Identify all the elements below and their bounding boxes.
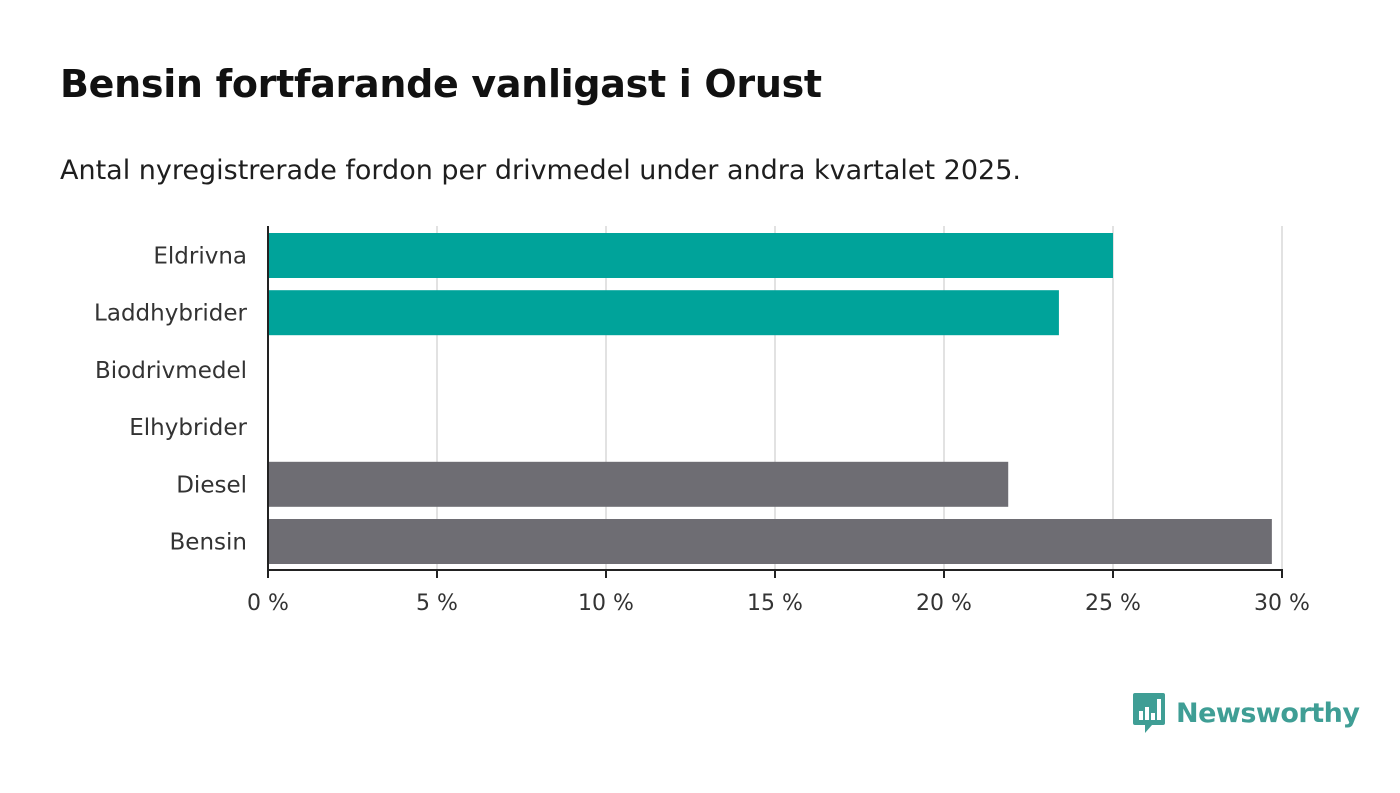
newsworthy-logo: Newsworthy (1132, 692, 1360, 734)
x-tick-label: 15 % (747, 591, 803, 616)
chart-subtitle: Antal nyregistrerade fordon per drivmede… (60, 155, 1021, 186)
category-label: Biodrivmedel (95, 358, 247, 384)
x-tick-label: 5 % (416, 591, 458, 616)
logo-name: Newsworthy (1176, 697, 1360, 729)
bar (268, 290, 1059, 336)
category-label: Bensin (170, 530, 247, 556)
bars (268, 233, 1272, 564)
x-tick-label: 20 % (916, 591, 972, 616)
bar (268, 461, 1009, 507)
category-label: Elhybrider (129, 415, 247, 441)
category-label: Diesel (176, 472, 247, 498)
gridlines (436, 226, 1283, 570)
newsworthy-bar-chart-icon (1133, 693, 1165, 733)
x-tick-label: 25 % (1085, 591, 1141, 616)
bar (268, 233, 1113, 278)
category-label: Eldrivna (153, 244, 247, 270)
chart-title: Bensin fortfarande vanligast i Orust (60, 62, 822, 106)
x-tick-label: 10 % (578, 591, 634, 616)
category-labels: Eldrivna Laddhybrider Biodrivmedel Elhybrid… (94, 244, 247, 556)
category-label: Laddhybrider (94, 301, 247, 327)
x-axis: 0 % 5 % 10 % 15 % 20 % 25 % 30 % (247, 226, 1310, 616)
bar (268, 519, 1272, 564)
x-tick-label: 0 % (247, 591, 289, 616)
x-tick-label: 30 % (1254, 591, 1310, 616)
